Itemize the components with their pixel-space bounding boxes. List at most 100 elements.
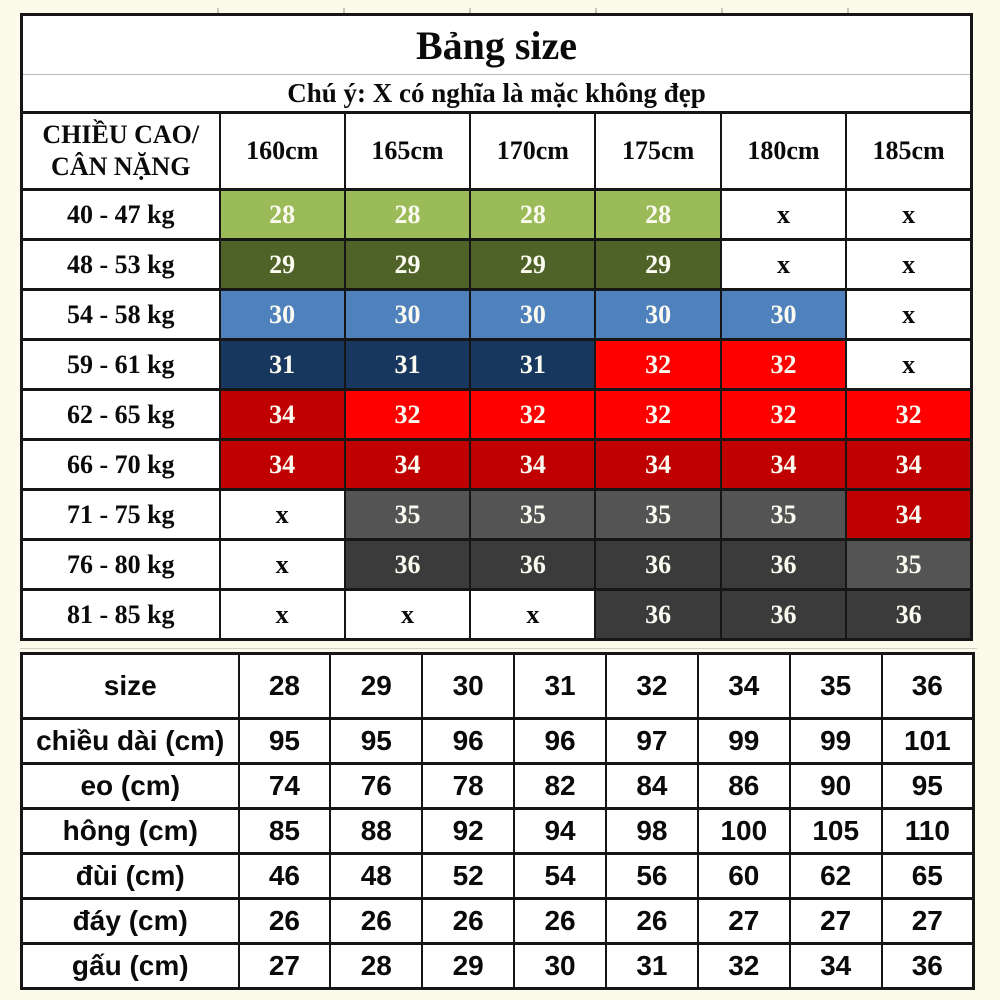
measurement-label: eo (cm) bbox=[20, 762, 240, 810]
size-cell: 36 bbox=[343, 538, 472, 591]
size-cell: 29 bbox=[343, 238, 472, 291]
measurement-value: 76 bbox=[329, 762, 424, 810]
size-cell: 35 bbox=[719, 488, 848, 541]
measurement-value: 60 bbox=[696, 852, 791, 900]
measurement-value: 28 bbox=[329, 942, 424, 990]
size-cell: x bbox=[845, 338, 973, 391]
measurement-value: 88 bbox=[329, 807, 424, 855]
weight-row: 81 - 85 kg x x x 36 36 36 bbox=[20, 588, 973, 641]
measurement-value: 56 bbox=[605, 852, 699, 900]
size-cell: 32 bbox=[469, 388, 597, 441]
gridline-tick bbox=[721, 8, 723, 14]
gridline-tick bbox=[595, 8, 597, 14]
gridline-tick bbox=[217, 8, 219, 14]
weight-row: 62 - 65 kg 34 32 32 32 32 32 bbox=[20, 388, 973, 441]
size-cell: 35 bbox=[469, 488, 597, 541]
size-number-header: 28 bbox=[237, 652, 332, 720]
measurement-row: đáy (cm) 26 26 26 26 26 27 27 27 bbox=[20, 897, 975, 945]
gridline-hairline bbox=[20, 648, 977, 649]
weight-row: 59 - 61 kg 31 31 31 32 32 x bbox=[20, 338, 973, 391]
size-cell: 35 bbox=[594, 488, 722, 541]
measurement-value: 74 bbox=[237, 762, 332, 810]
measurement-value: 90 bbox=[788, 762, 883, 810]
weight-range-label: 54 - 58 kg bbox=[20, 288, 221, 341]
measurement-value: 54 bbox=[513, 852, 607, 900]
height-column-header: 160cm bbox=[218, 111, 346, 191]
measurement-value: 29 bbox=[421, 942, 516, 990]
measurement-label: gấu (cm) bbox=[20, 942, 240, 990]
size-cell: x bbox=[719, 238, 848, 291]
measurement-value: 26 bbox=[237, 897, 332, 945]
measurement-label: đáy (cm) bbox=[20, 897, 240, 945]
size-cell: x bbox=[343, 588, 472, 641]
gridline-tick bbox=[469, 8, 471, 14]
size-cell: 30 bbox=[343, 288, 472, 341]
corner-header-line1: CHIỀU CAO/ bbox=[42, 119, 200, 149]
measurement-value: 26 bbox=[329, 897, 424, 945]
weight-range-label: 71 - 75 kg bbox=[20, 488, 221, 541]
weight-row: 76 - 80 kg x 36 36 36 36 35 bbox=[20, 538, 973, 591]
weight-range-label: 62 - 65 kg bbox=[20, 388, 221, 441]
size-cell: 36 bbox=[594, 588, 722, 641]
size-cell: x bbox=[845, 288, 973, 341]
size-cell: 30 bbox=[594, 288, 722, 341]
size-cell: 36 bbox=[719, 538, 848, 591]
measurement-value: 65 bbox=[880, 852, 975, 900]
note-text: Chú ý: X có nghĩa là mặc không đẹp bbox=[20, 74, 973, 114]
size-number-header: 29 bbox=[329, 652, 424, 720]
size-cell: 36 bbox=[845, 588, 973, 641]
weight-row: 66 - 70 kg 34 34 34 34 34 34 bbox=[20, 438, 973, 491]
weight-range-label: 66 - 70 kg bbox=[20, 438, 221, 491]
size-cell: 29 bbox=[594, 238, 722, 291]
size-cell: x bbox=[845, 238, 973, 291]
measurement-label: hông (cm) bbox=[20, 807, 240, 855]
size-cell: 34 bbox=[343, 438, 472, 491]
measurement-row: gấu (cm) 27 28 29 30 31 32 34 36 bbox=[20, 942, 975, 990]
table-note-row: Chú ý: X có nghĩa là mặc không đẹp bbox=[20, 74, 973, 114]
measurement-value: 27 bbox=[696, 897, 791, 945]
size-cell: 36 bbox=[469, 538, 597, 591]
weight-row: 71 - 75 kg x 35 35 35 35 34 bbox=[20, 488, 973, 541]
weight-range-label: 59 - 61 kg bbox=[20, 338, 221, 391]
weight-row: 48 - 53 kg 29 29 29 29 x x bbox=[20, 238, 973, 291]
size-cell: 34 bbox=[218, 438, 346, 491]
measurement-value: 100 bbox=[696, 807, 791, 855]
size-cell: 32 bbox=[845, 388, 973, 441]
weight-range-label: 76 - 80 kg bbox=[20, 538, 221, 591]
size-cell: x bbox=[218, 488, 346, 541]
corner-header-line2: CÂN NẶNG bbox=[51, 152, 191, 181]
height-column-header: 180cm bbox=[719, 111, 848, 191]
measurement-value: 27 bbox=[788, 897, 883, 945]
measurement-value: 99 bbox=[696, 717, 791, 765]
measurement-value: 31 bbox=[605, 942, 699, 990]
measurement-value: 27 bbox=[237, 942, 332, 990]
size-cell: x bbox=[218, 538, 346, 591]
size-number-header: 35 bbox=[788, 652, 883, 720]
measurement-value: 27 bbox=[880, 897, 975, 945]
measurement-value: 26 bbox=[605, 897, 699, 945]
weight-range-label: 81 - 85 kg bbox=[20, 588, 221, 641]
size-cell: 32 bbox=[594, 338, 722, 391]
height-column-header: 185cm bbox=[845, 111, 973, 191]
measurement-value: 86 bbox=[696, 762, 791, 810]
size-number-header: 31 bbox=[513, 652, 607, 720]
measurement-row: eo (cm) 74 76 78 82 84 86 90 95 bbox=[20, 762, 975, 810]
measurement-label: chiều dài (cm) bbox=[20, 717, 240, 765]
measurement-value: 85 bbox=[237, 807, 332, 855]
size-cell: 34 bbox=[845, 488, 973, 541]
measurement-value: 99 bbox=[788, 717, 883, 765]
size-cell: x bbox=[719, 188, 848, 241]
size-matrix-table: Bảng size Chú ý: X có nghĩa là mặc không… bbox=[20, 13, 973, 641]
size-cell: 35 bbox=[343, 488, 472, 541]
size-cell: 34 bbox=[845, 438, 973, 491]
measurement-value: 52 bbox=[421, 852, 516, 900]
size-cell: 28 bbox=[343, 188, 472, 241]
size-cell: x bbox=[469, 588, 597, 641]
size-cell: 31 bbox=[469, 338, 597, 391]
size-cell: x bbox=[218, 588, 346, 641]
measurement-value: 26 bbox=[421, 897, 516, 945]
size-cell: 28 bbox=[469, 188, 597, 241]
size-cell: 31 bbox=[218, 338, 346, 391]
size-cell: x bbox=[845, 188, 973, 241]
size-cell: 29 bbox=[469, 238, 597, 291]
